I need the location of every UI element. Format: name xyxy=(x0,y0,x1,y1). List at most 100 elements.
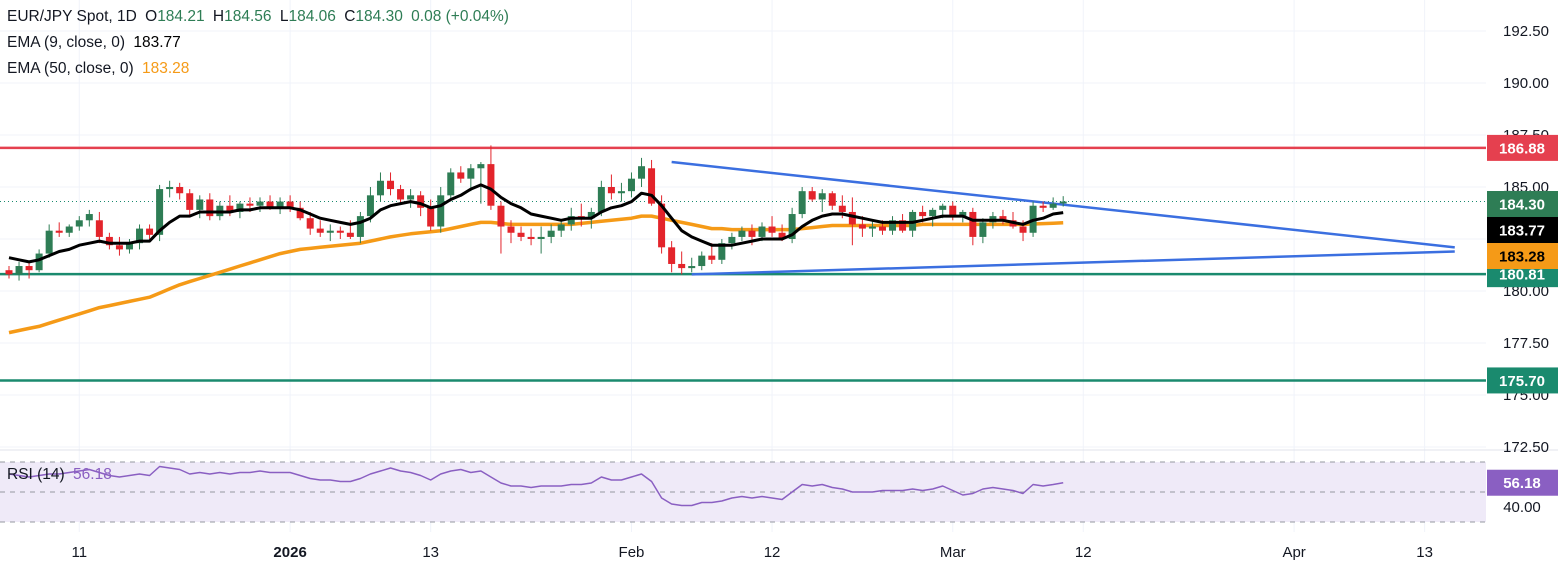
candle[interactable] xyxy=(527,228,535,246)
candle[interactable] xyxy=(55,222,63,237)
candle[interactable] xyxy=(828,191,836,210)
candle-body xyxy=(236,203,244,212)
candle[interactable] xyxy=(979,218,987,244)
candle-body xyxy=(678,263,686,269)
candle[interactable] xyxy=(45,224,53,258)
candle[interactable] xyxy=(376,172,384,202)
candle[interactable] xyxy=(999,209,1007,225)
candle[interactable] xyxy=(648,159,656,206)
candle[interactable] xyxy=(65,224,73,237)
candle-body xyxy=(326,230,334,233)
candle[interactable] xyxy=(457,166,465,183)
candle[interactable] xyxy=(336,226,344,239)
candle[interactable] xyxy=(95,211,103,244)
candle-body xyxy=(537,236,545,239)
candle-body xyxy=(979,222,987,237)
candle-body xyxy=(658,203,666,248)
candle[interactable] xyxy=(607,174,615,200)
candle[interactable] xyxy=(1059,196,1067,207)
candle[interactable] xyxy=(718,239,726,264)
candle[interactable] xyxy=(256,197,264,212)
candle[interactable] xyxy=(788,207,796,244)
candle-body xyxy=(316,228,324,233)
candle[interactable] xyxy=(477,162,485,204)
candle[interactable] xyxy=(627,172,635,198)
candle[interactable] xyxy=(848,197,856,246)
candle[interactable] xyxy=(507,220,515,244)
candle[interactable] xyxy=(5,266,13,279)
candle-body xyxy=(728,236,736,244)
rsi-legend[interactable]: RSI (14) 56.18 xyxy=(7,466,116,484)
candle[interactable] xyxy=(688,257,696,273)
candle[interactable] xyxy=(447,168,455,202)
price-badge-last-text: 184.30 xyxy=(1499,197,1545,214)
candle[interactable] xyxy=(557,220,565,237)
candle[interactable] xyxy=(1049,197,1057,210)
candle[interactable] xyxy=(969,207,977,246)
candle[interactable] xyxy=(617,182,625,202)
candle[interactable] xyxy=(517,226,525,242)
candle[interactable] xyxy=(427,199,435,231)
candle[interactable] xyxy=(868,220,876,237)
candle[interactable] xyxy=(306,211,314,235)
candle-body xyxy=(899,220,907,231)
candle[interactable] xyxy=(397,184,405,204)
candle-body xyxy=(517,232,525,237)
candle-body xyxy=(497,205,505,227)
candle[interactable] xyxy=(808,187,816,202)
candle[interactable] xyxy=(276,197,284,215)
candle[interactable] xyxy=(186,189,194,217)
trendline-lower[interactable] xyxy=(691,250,1455,276)
candle[interactable] xyxy=(889,216,897,235)
candle[interactable] xyxy=(597,180,605,217)
candle-body xyxy=(808,191,816,200)
candle[interactable] xyxy=(316,220,324,237)
candle[interactable] xyxy=(75,216,83,231)
candle[interactable] xyxy=(668,241,676,273)
candle-body xyxy=(136,228,144,244)
ema50-path xyxy=(8,214,1064,335)
candle[interactable] xyxy=(25,261,33,279)
symbol-title[interactable]: EUR/JPY Spot, 1D xyxy=(7,8,137,25)
candle-body xyxy=(176,187,184,194)
candle-body xyxy=(276,201,284,208)
candle[interactable] xyxy=(206,193,214,221)
time-axis[interactable]: 11 2026 13 Feb 12 Mar 12 Apr 13 xyxy=(71,544,1432,561)
candle[interactable] xyxy=(326,224,334,242)
candle[interactable] xyxy=(85,209,93,227)
candle[interactable] xyxy=(547,224,555,244)
candle[interactable] xyxy=(768,216,776,237)
candle[interactable] xyxy=(487,145,495,210)
candle[interactable] xyxy=(738,226,746,242)
candle[interactable] xyxy=(356,211,364,244)
ema9-legend[interactable]: EMA (9, close, 0) 183.77 xyxy=(7,34,185,52)
candle[interactable] xyxy=(497,201,505,254)
candle[interactable] xyxy=(105,232,113,250)
candle[interactable] xyxy=(638,157,646,187)
candle[interactable] xyxy=(146,224,154,239)
candle[interactable] xyxy=(115,236,123,256)
candle[interactable] xyxy=(1009,211,1017,229)
candle[interactable] xyxy=(818,189,826,212)
candles[interactable] xyxy=(5,145,1067,281)
candle[interactable] xyxy=(537,226,545,254)
candle[interactable] xyxy=(798,187,806,219)
candle[interactable] xyxy=(125,239,133,254)
candle[interactable] xyxy=(728,232,736,250)
candle[interactable] xyxy=(1039,201,1047,212)
candle-body xyxy=(547,230,555,237)
candle[interactable] xyxy=(698,251,706,271)
candle[interactable] xyxy=(166,180,174,198)
x-tick-label: 2026 xyxy=(273,544,306,561)
candle[interactable] xyxy=(437,187,445,233)
candle[interactable] xyxy=(678,251,686,275)
candle[interactable] xyxy=(407,189,415,208)
candle[interactable] xyxy=(467,164,475,192)
candle[interactable] xyxy=(176,182,184,200)
candle[interactable] xyxy=(387,172,395,196)
candle[interactable] xyxy=(136,224,144,250)
candle[interactable] xyxy=(196,195,204,219)
candle[interactable] xyxy=(15,261,23,281)
ema50-legend[interactable]: EMA (50, close, 0) 183.28 xyxy=(7,60,193,78)
